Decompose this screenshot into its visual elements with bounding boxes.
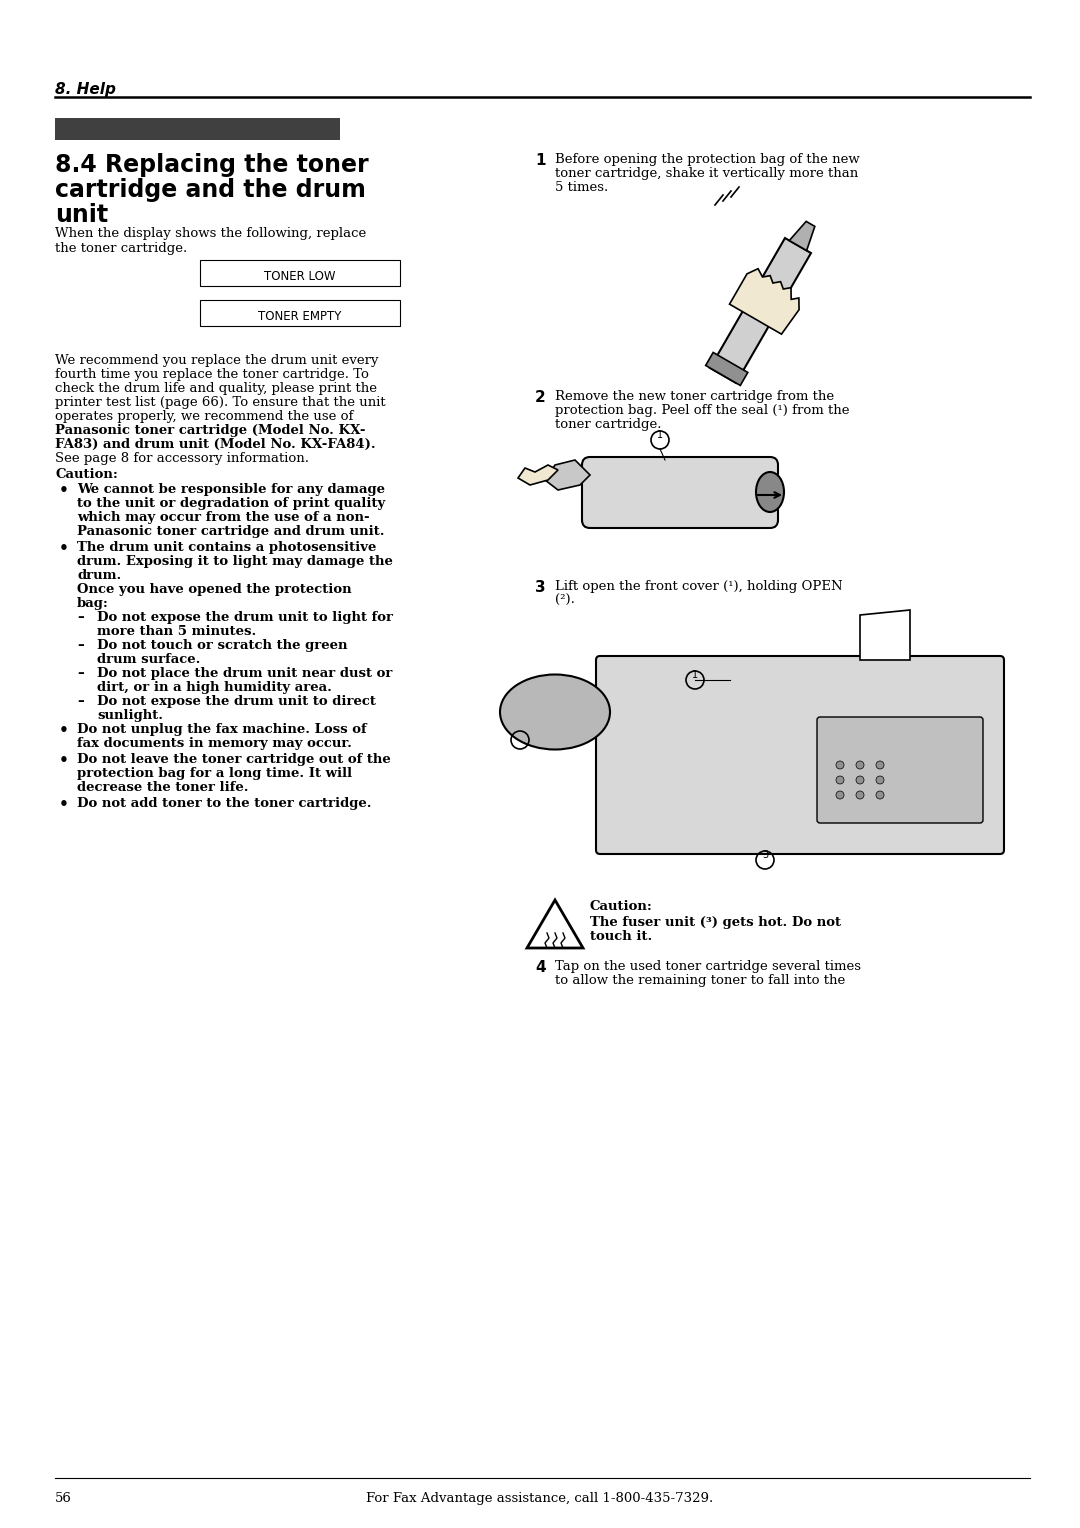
Text: 1: 1 <box>535 153 545 168</box>
Circle shape <box>836 761 843 769</box>
Circle shape <box>876 761 885 769</box>
Text: 8. Help: 8. Help <box>55 83 116 96</box>
Text: sunlight.: sunlight. <box>97 709 163 723</box>
Text: TONER LOW: TONER LOW <box>265 270 336 283</box>
Polygon shape <box>545 460 590 490</box>
Text: drum surface.: drum surface. <box>97 652 201 666</box>
Text: The drum unit contains a photosensitive: The drum unit contains a photosensitive <box>77 541 376 555</box>
Bar <box>200 260 400 286</box>
Polygon shape <box>705 353 747 385</box>
Text: fourth time you replace the toner cartridge. To: fourth time you replace the toner cartri… <box>55 368 369 380</box>
Text: 3: 3 <box>761 850 768 860</box>
Text: Do not leave the toner cartridge out of the: Do not leave the toner cartridge out of … <box>77 753 391 766</box>
Circle shape <box>836 776 843 784</box>
Text: See page 8 for accessory information.: See page 8 for accessory information. <box>55 452 309 465</box>
Ellipse shape <box>500 674 610 750</box>
Text: 4: 4 <box>535 960 545 975</box>
Text: 1: 1 <box>692 669 698 680</box>
Text: Caution:: Caution: <box>55 468 118 481</box>
Text: Panasonic toner cartridge and drum unit.: Panasonic toner cartridge and drum unit. <box>77 526 384 538</box>
Text: check the drum life and quality, please print the: check the drum life and quality, please … <box>55 382 377 396</box>
FancyBboxPatch shape <box>582 457 778 529</box>
Polygon shape <box>789 222 814 251</box>
Text: touch it.: touch it. <box>590 931 652 943</box>
Text: protection bag. Peel off the seal (¹) from the: protection bag. Peel off the seal (¹) fr… <box>555 403 850 417</box>
Circle shape <box>856 792 864 799</box>
Text: Do not place the drum unit near dust or: Do not place the drum unit near dust or <box>97 668 392 680</box>
Text: Panasonic toner cartridge (Model No. KX-: Panasonic toner cartridge (Model No. KX- <box>55 423 365 437</box>
Text: cartridge and the drum: cartridge and the drum <box>55 177 366 202</box>
Text: operates properly, we recommend the use of: operates properly, we recommend the use … <box>55 410 353 423</box>
Text: 56: 56 <box>55 1491 72 1505</box>
FancyBboxPatch shape <box>816 717 983 824</box>
Polygon shape <box>527 900 583 947</box>
Text: Do not add toner to the toner cartridge.: Do not add toner to the toner cartridge. <box>77 798 372 810</box>
Text: 2: 2 <box>517 730 523 740</box>
Text: •: • <box>59 541 69 556</box>
Text: toner cartridge, shake it vertically more than: toner cartridge, shake it vertically mor… <box>555 167 859 180</box>
Text: •: • <box>59 798 69 811</box>
Text: unit: unit <box>55 203 108 228</box>
Text: Do not unplug the fax machine. Loss of: Do not unplug the fax machine. Loss of <box>77 723 366 736</box>
Text: dirt, or in a high humidity area.: dirt, or in a high humidity area. <box>97 681 332 694</box>
Text: –: – <box>77 668 84 680</box>
Text: Before opening the protection bag of the new: Before opening the protection bag of the… <box>555 153 860 167</box>
Text: to allow the remaining toner to fall into the: to allow the remaining toner to fall int… <box>555 973 846 987</box>
Text: drum.: drum. <box>77 568 121 582</box>
Text: When the display shows the following, replace: When the display shows the following, re… <box>55 228 366 240</box>
Text: Tap on the used toner cartridge several times: Tap on the used toner cartridge several … <box>555 960 861 973</box>
Text: Do not touch or scratch the green: Do not touch or scratch the green <box>97 639 348 652</box>
Text: We cannot be responsible for any damage: We cannot be responsible for any damage <box>77 483 384 497</box>
Text: 1: 1 <box>657 429 663 440</box>
Text: Caution:: Caution: <box>590 900 653 914</box>
Text: drum. Exposing it to light may damage the: drum. Exposing it to light may damage th… <box>77 555 393 568</box>
Text: 5 times.: 5 times. <box>555 180 608 194</box>
Text: to the unit or degradation of print quality: to the unit or degradation of print qual… <box>77 497 386 510</box>
Bar <box>200 299 400 325</box>
Text: toner cartridge.: toner cartridge. <box>555 419 661 431</box>
Text: •: • <box>59 753 69 769</box>
Text: Lift open the front cover (¹), holding OPEN: Lift open the front cover (¹), holding O… <box>555 581 842 593</box>
Text: more than 5 minutes.: more than 5 minutes. <box>97 625 256 639</box>
Circle shape <box>836 792 843 799</box>
Polygon shape <box>518 465 558 484</box>
Polygon shape <box>729 269 799 335</box>
Text: TONER EMPTY: TONER EMPTY <box>258 310 341 322</box>
Text: For Fax Advantage assistance, call 1-800-435-7329.: For Fax Advantage assistance, call 1-800… <box>366 1491 714 1505</box>
Text: 8.4 Replacing the toner: 8.4 Replacing the toner <box>55 153 368 177</box>
Text: printer test list (page 66). To ensure that the unit: printer test list (page 66). To ensure t… <box>55 396 386 410</box>
Text: We recommend you replace the drum unit every: We recommend you replace the drum unit e… <box>55 354 378 367</box>
Text: OPEN: OPEN <box>542 720 568 729</box>
Text: protection bag for a long time. It will: protection bag for a long time. It will <box>77 767 352 779</box>
Text: •: • <box>59 723 69 738</box>
FancyBboxPatch shape <box>596 656 1004 854</box>
Text: Do not expose the drum unit to direct: Do not expose the drum unit to direct <box>97 695 376 707</box>
Circle shape <box>876 792 885 799</box>
Bar <box>55 118 340 141</box>
Text: The fuser unit (³) gets hot. Do not: The fuser unit (³) gets hot. Do not <box>590 915 841 929</box>
Text: FA83) and drum unit (Model No. KX-FA84).: FA83) and drum unit (Model No. KX-FA84). <box>55 439 376 451</box>
Text: bag:: bag: <box>77 597 109 610</box>
Text: –: – <box>77 695 84 707</box>
Text: 3: 3 <box>535 581 545 594</box>
Text: which may occur from the use of a non-: which may occur from the use of a non- <box>77 510 369 524</box>
Text: decrease the toner life.: decrease the toner life. <box>77 781 248 795</box>
Text: –: – <box>77 611 84 623</box>
Text: fax documents in memory may occur.: fax documents in memory may occur. <box>77 736 352 750</box>
Text: 2: 2 <box>535 390 545 405</box>
Text: Do not expose the drum unit to light for: Do not expose the drum unit to light for <box>97 611 393 623</box>
Text: the toner cartridge.: the toner cartridge. <box>55 241 187 255</box>
Text: –: – <box>77 639 84 652</box>
Ellipse shape <box>756 472 784 512</box>
Circle shape <box>876 776 885 784</box>
Text: (²).: (²). <box>555 594 575 607</box>
Polygon shape <box>710 238 811 384</box>
Polygon shape <box>860 610 910 660</box>
Text: Remove the new toner cartridge from the: Remove the new toner cartridge from the <box>555 390 834 403</box>
Text: •: • <box>59 483 69 498</box>
Circle shape <box>856 761 864 769</box>
Circle shape <box>856 776 864 784</box>
Text: Once you have opened the protection: Once you have opened the protection <box>77 584 352 596</box>
